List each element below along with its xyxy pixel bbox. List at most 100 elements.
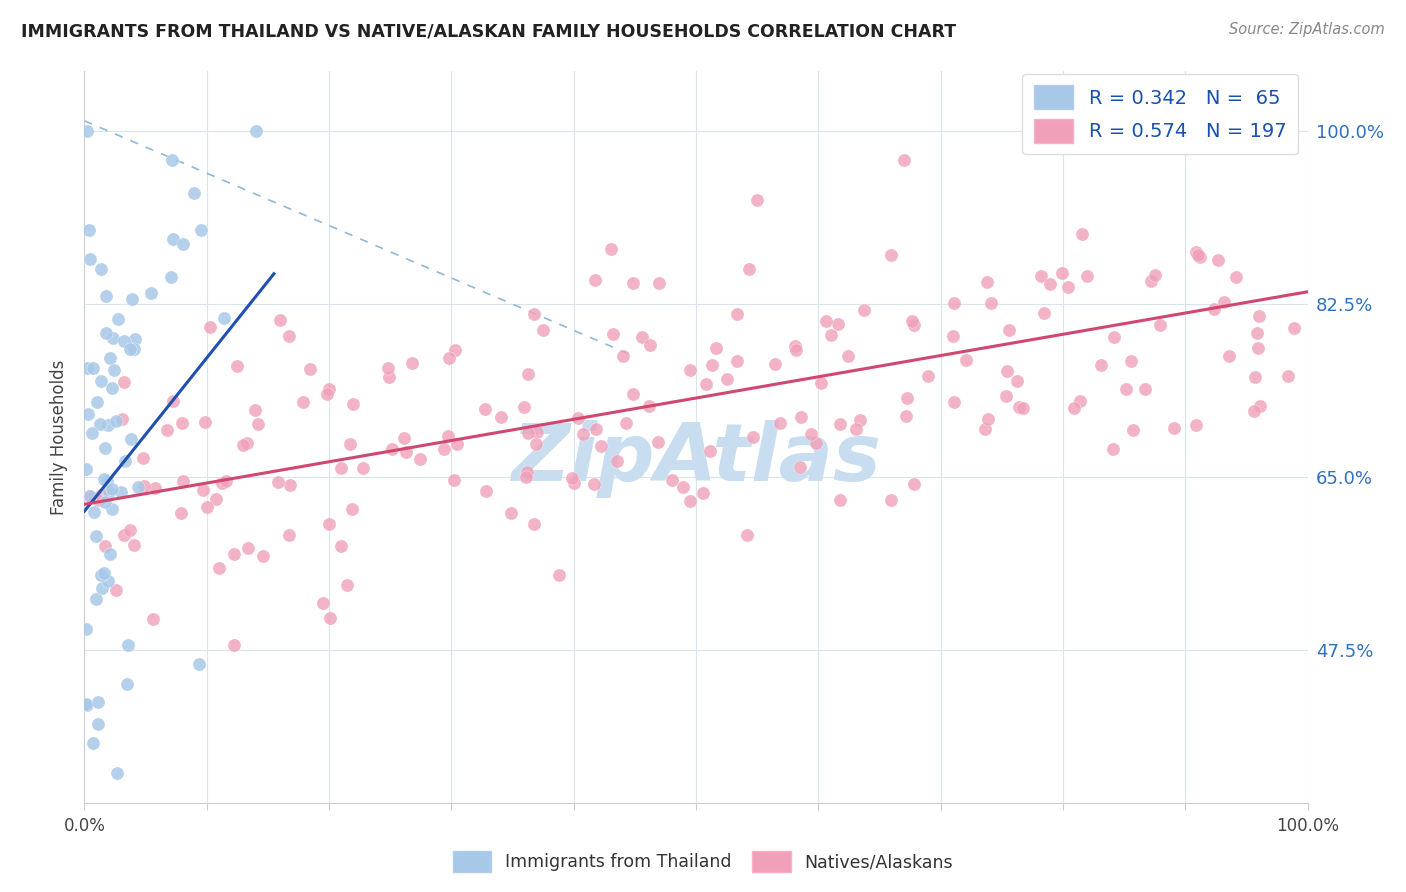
Point [1243, 404, 1265, 418]
Point [124, 538, 146, 552]
Point [222, 547, 245, 561]
Point [319, 611, 342, 625]
Point [117, 638, 139, 652]
Point [943, 395, 966, 409]
Point [474, 484, 496, 499]
Point [124, 332, 146, 346]
Point [631, 330, 654, 344]
Point [134, 479, 156, 493]
Point [517, 426, 540, 441]
Point [114, 454, 136, 468]
Point [96, 289, 118, 303]
Point [943, 295, 966, 310]
Point [1139, 274, 1161, 288]
Point [1188, 250, 1211, 264]
Point [700, 358, 723, 372]
Point [90, 374, 112, 388]
Point [942, 328, 965, 343]
Point [84, 529, 107, 543]
Point [198, 319, 221, 334]
Point [292, 394, 315, 409]
Point [523, 307, 546, 321]
Point [222, 638, 245, 652]
Point [1202, 301, 1225, 316]
Text: ZipAtlas: ZipAtlas [510, 420, 882, 498]
Point [1247, 309, 1270, 323]
Point [246, 417, 269, 432]
Point [90, 262, 112, 277]
Point [94, 495, 117, 509]
Point [1115, 382, 1137, 396]
Legend: R = 0.342   N =  65, R = 0.574   N = 197: R = 0.342 N = 65, R = 0.574 N = 197 [1022, 74, 1298, 154]
Point [515, 469, 537, 483]
Point [1012, 401, 1035, 415]
Point [1246, 326, 1268, 340]
Point [1071, 227, 1094, 241]
Point [145, 481, 167, 495]
Point [585, 422, 607, 436]
Point [1007, 400, 1029, 414]
Point [903, 318, 925, 332]
Point [93, 442, 115, 456]
Point [120, 432, 142, 446]
Point [96, 474, 118, 488]
Point [395, 444, 418, 458]
Point [976, 412, 998, 426]
Point [725, 307, 748, 321]
Point [980, 295, 1002, 310]
Point [955, 352, 977, 367]
Y-axis label: Family Households: Family Households [51, 359, 69, 515]
Point [245, 123, 267, 137]
Point [141, 613, 163, 627]
Point [994, 388, 1017, 402]
Point [1249, 399, 1271, 413]
Point [277, 329, 299, 343]
Point [378, 369, 401, 384]
Text: IMMIGRANTS FROM THAILAND VS NATIVE/ALASKAN FAMILY HOUSEHOLDS CORRELATION CHART: IMMIGRANTS FROM THAILAND VS NATIVE/ALASK… [21, 22, 956, 40]
Point [572, 426, 595, 441]
Point [315, 386, 337, 401]
Point [269, 313, 291, 327]
Point [76, 360, 98, 375]
Point [589, 439, 612, 453]
Point [1050, 266, 1073, 280]
Point [1076, 269, 1098, 284]
Point [763, 357, 786, 371]
Point [107, 312, 129, 326]
Point [547, 567, 569, 582]
Point [77, 222, 100, 236]
Point [1218, 349, 1240, 363]
Point [183, 186, 205, 201]
Point [104, 582, 127, 597]
Point [111, 412, 134, 426]
Point [810, 376, 832, 390]
Point [162, 153, 184, 167]
Point [695, 376, 717, 391]
Point [330, 460, 353, 475]
Point [828, 417, 851, 431]
Point [785, 339, 807, 353]
Point [614, 416, 637, 430]
Point [1057, 280, 1080, 294]
Point [75, 461, 97, 475]
Point [98, 484, 121, 499]
Point [110, 484, 132, 499]
Point [638, 400, 661, 414]
Point [79, 489, 101, 503]
Point [278, 478, 301, 492]
Point [1247, 342, 1270, 356]
Point [439, 351, 461, 365]
Point [96, 326, 118, 341]
Point [1208, 253, 1230, 268]
Point [127, 480, 149, 494]
Point [190, 222, 212, 236]
Point [845, 422, 868, 436]
Point [901, 314, 924, 328]
Point [769, 416, 792, 430]
Point [91, 581, 114, 595]
Point [352, 461, 374, 475]
Point [661, 473, 683, 487]
Point [84, 592, 107, 607]
Point [561, 471, 583, 485]
Point [1282, 320, 1305, 334]
